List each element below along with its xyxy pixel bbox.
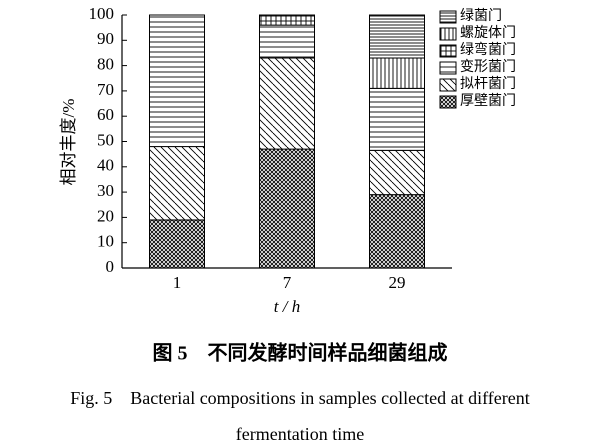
y-tick-label: 30 — [97, 181, 114, 200]
y-tick-label: 80 — [97, 55, 114, 74]
legend-label: 螺旋体门 — [460, 25, 516, 41]
x-tick-label: 1 — [173, 273, 182, 292]
legend-label: 绿菌门 — [460, 8, 502, 24]
y-tick-label: 100 — [89, 4, 115, 23]
legend-swatch — [439, 27, 457, 41]
bar-segment — [259, 148, 315, 269]
y-tick-label: 40 — [97, 156, 114, 175]
legend-label: 厚壁菌门 — [460, 93, 516, 109]
y-tick-label: 0 — [106, 257, 115, 276]
bar-segment — [369, 14, 425, 59]
bar-segment — [259, 57, 315, 150]
bar-segment — [369, 194, 425, 269]
bar-segment — [149, 14, 205, 148]
bar-segment — [149, 219, 205, 269]
y-tick-label: 90 — [97, 29, 114, 48]
y-tick-label: 20 — [97, 206, 114, 225]
legend-label: 绿弯菌门 — [460, 41, 516, 58]
figure-title: 图 5 不同发酵时间样品细菌组成 — [153, 341, 448, 365]
x-axis-label: t / h — [274, 297, 300, 316]
y-tick-label: 60 — [97, 105, 114, 124]
figure-caption: Fig. 5 Bacterial compositions in samples… — [70, 388, 530, 440]
bar-segment — [369, 57, 425, 89]
bar-segment — [149, 146, 205, 221]
legend-label: 变形菌门 — [460, 59, 516, 75]
x-tick-label: 29 — [389, 273, 406, 292]
legend-swatch — [439, 10, 457, 24]
bar-segment — [369, 87, 425, 151]
y-tick-label: 10 — [97, 232, 114, 251]
legend-swatch — [439, 44, 457, 58]
caption-box: Fig. 5 Bacterial compositions in samples… — [70, 388, 530, 440]
legend-swatch — [439, 95, 457, 109]
legend-swatch — [439, 61, 457, 75]
x-tick-label: 7 — [283, 273, 292, 292]
legend-swatch — [439, 78, 457, 92]
bar-segment — [369, 149, 425, 196]
bar-segment — [259, 14, 315, 26]
bar-segment — [259, 24, 315, 59]
legend-label: 拟杆菌门 — [460, 76, 516, 92]
y-tick-label: 50 — [97, 130, 114, 149]
y-axis-label: 相对丰度/% — [59, 99, 78, 186]
y-tick-label: 70 — [97, 80, 114, 99]
